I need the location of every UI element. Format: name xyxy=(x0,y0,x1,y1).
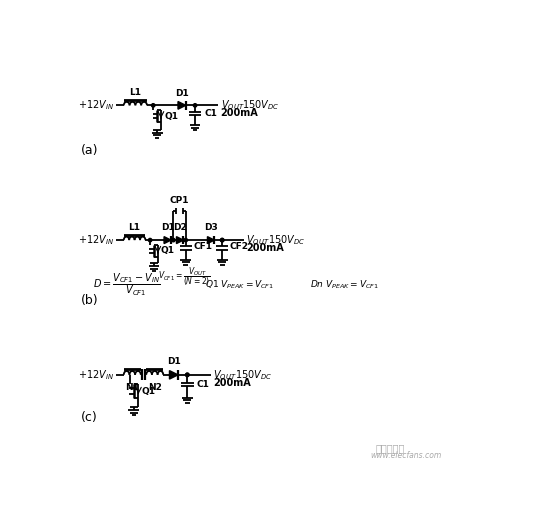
Text: D3: D3 xyxy=(204,224,218,233)
Text: CP1: CP1 xyxy=(170,196,189,205)
Text: Q1: Q1 xyxy=(160,246,174,255)
Text: C1: C1 xyxy=(205,109,217,118)
Text: Q1: Q1 xyxy=(142,386,156,395)
Polygon shape xyxy=(178,101,186,109)
Text: $150V_{DC}$: $150V_{DC}$ xyxy=(242,99,280,112)
Circle shape xyxy=(148,238,152,242)
Text: (b): (b) xyxy=(81,293,99,307)
Text: (a): (a) xyxy=(81,143,98,156)
Text: CF1: CF1 xyxy=(193,242,212,251)
Text: $+12V_{IN}$: $+12V_{IN}$ xyxy=(78,368,115,382)
Text: $V_{OUT}$: $V_{OUT}$ xyxy=(246,233,270,247)
Text: $+12V_{IN}$: $+12V_{IN}$ xyxy=(78,99,115,112)
Circle shape xyxy=(221,238,224,242)
Text: Q1: Q1 xyxy=(164,112,178,121)
Polygon shape xyxy=(176,237,183,244)
Text: N2: N2 xyxy=(148,383,162,392)
Circle shape xyxy=(193,103,197,107)
Circle shape xyxy=(184,238,187,242)
Text: www.elecfans.com: www.elecfans.com xyxy=(370,450,441,459)
Text: $+12V_{IN}$: $+12V_{IN}$ xyxy=(78,233,115,247)
Polygon shape xyxy=(170,371,178,379)
Text: 200mA: 200mA xyxy=(221,108,259,118)
Text: $150V_{DC}$: $150V_{DC}$ xyxy=(235,368,272,382)
Text: $V_{CF1}=\dfrac{V_{OUT}}{(N=2)}$: $V_{CF1}=\dfrac{V_{OUT}}{(N=2)}$ xyxy=(158,265,211,288)
Text: (c): (c) xyxy=(81,411,98,424)
Text: D2: D2 xyxy=(173,224,187,233)
Text: L1: L1 xyxy=(128,223,141,232)
Text: CF2: CF2 xyxy=(230,242,249,251)
Text: 200mA: 200mA xyxy=(246,243,284,253)
Polygon shape xyxy=(164,237,171,244)
Circle shape xyxy=(172,238,175,242)
Polygon shape xyxy=(207,237,215,244)
Text: D1: D1 xyxy=(175,89,188,98)
Text: C1: C1 xyxy=(197,380,210,388)
Text: $V_{OUT}$: $V_{OUT}$ xyxy=(213,368,236,382)
Circle shape xyxy=(151,103,155,107)
Text: $D=\dfrac{V_{CF1}-V_{IN}}{V_{CF1}}$: $D=\dfrac{V_{CF1}-V_{IN}}{V_{CF1}}$ xyxy=(93,271,160,298)
Text: L1: L1 xyxy=(130,88,141,97)
Text: $150V_{DC}$: $150V_{DC}$ xyxy=(268,233,305,247)
Text: $V_{OUT}$: $V_{OUT}$ xyxy=(221,99,244,112)
Text: D1: D1 xyxy=(161,224,175,233)
Circle shape xyxy=(186,373,189,376)
Text: N1: N1 xyxy=(125,383,139,392)
Text: $Q1\ V_{PEAK}=V_{CF1}$: $Q1\ V_{PEAK}=V_{CF1}$ xyxy=(205,278,274,291)
Circle shape xyxy=(186,373,189,376)
Text: 200mA: 200mA xyxy=(213,377,251,387)
Text: D1: D1 xyxy=(167,358,181,366)
Text: 电子发烧友: 电子发烧友 xyxy=(376,444,405,454)
Circle shape xyxy=(221,238,224,242)
Text: $Dn\ V_{PEAK}=V_{CF1}$: $Dn\ V_{PEAK}=V_{CF1}$ xyxy=(310,278,379,291)
